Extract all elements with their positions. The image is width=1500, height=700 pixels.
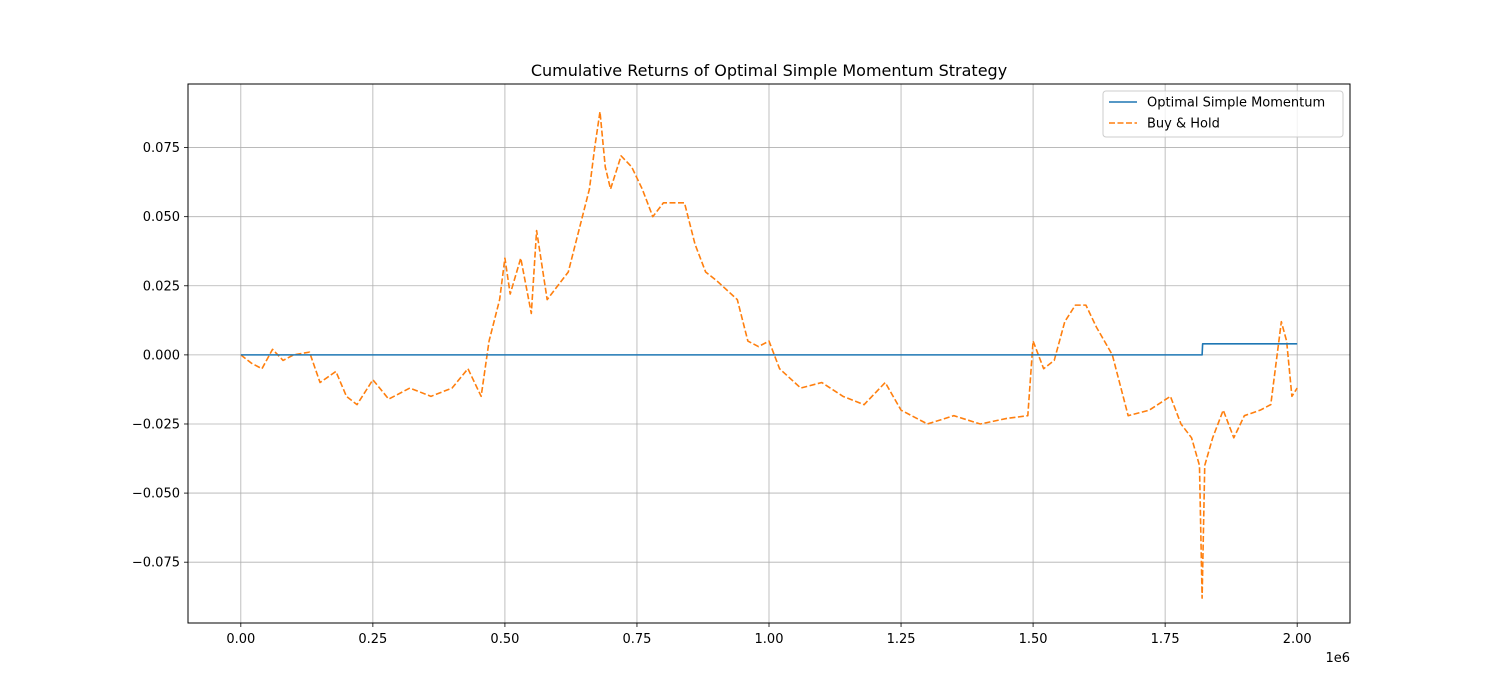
chart-title: Cumulative Returns of Optimal Simple Mom…: [531, 61, 1007, 80]
legend-box: [1102, 90, 1344, 138]
y-tick-label: 0.025: [143, 279, 180, 294]
legend[interactable]: Optimal Simple Momentum Buy & Hold: [1102, 90, 1344, 138]
y-axis: −0.075 −0.050 −0.025 0.000 0.025 0.050 0.075: [132, 141, 188, 571]
x-tick-label: 0.00: [226, 632, 255, 647]
x-tick-label: 1.50: [1019, 632, 1048, 647]
y-tick-label: 0.000: [143, 348, 180, 363]
x-tick-label: 1.75: [1151, 632, 1180, 647]
grid: [188, 84, 1350, 623]
x-tick-label: 0.25: [358, 632, 387, 647]
legend-label: Buy & Hold: [1147, 117, 1220, 132]
y-tick-label: −0.025: [132, 417, 180, 432]
y-tick-label: −0.050: [132, 487, 180, 502]
series-layer: [240, 110, 1298, 599]
x-axis: 0.00 0.25 0.50 0.75 1.00 1.25 1.50 1.75 2.00: [226, 623, 1312, 647]
legend-label: Optimal Simple Momentum: [1147, 96, 1325, 111]
x-tick-label: 1.25: [887, 632, 916, 647]
series-line-optimal-simple-momentum: [240, 343, 1298, 356]
y-tick-label: 0.075: [143, 141, 180, 156]
y-tick-label: −0.075: [132, 556, 180, 571]
x-tick-label: 1.00: [755, 632, 784, 647]
x-tick-label: 0.75: [622, 632, 651, 647]
x-tick-label: 0.50: [490, 632, 519, 647]
x-tick-label: 2.00: [1283, 632, 1312, 647]
series-line-buy-hold: [240, 110, 1298, 599]
x-axis-offset-label: 1e6: [1325, 651, 1350, 666]
y-tick-label: 0.050: [143, 210, 180, 225]
